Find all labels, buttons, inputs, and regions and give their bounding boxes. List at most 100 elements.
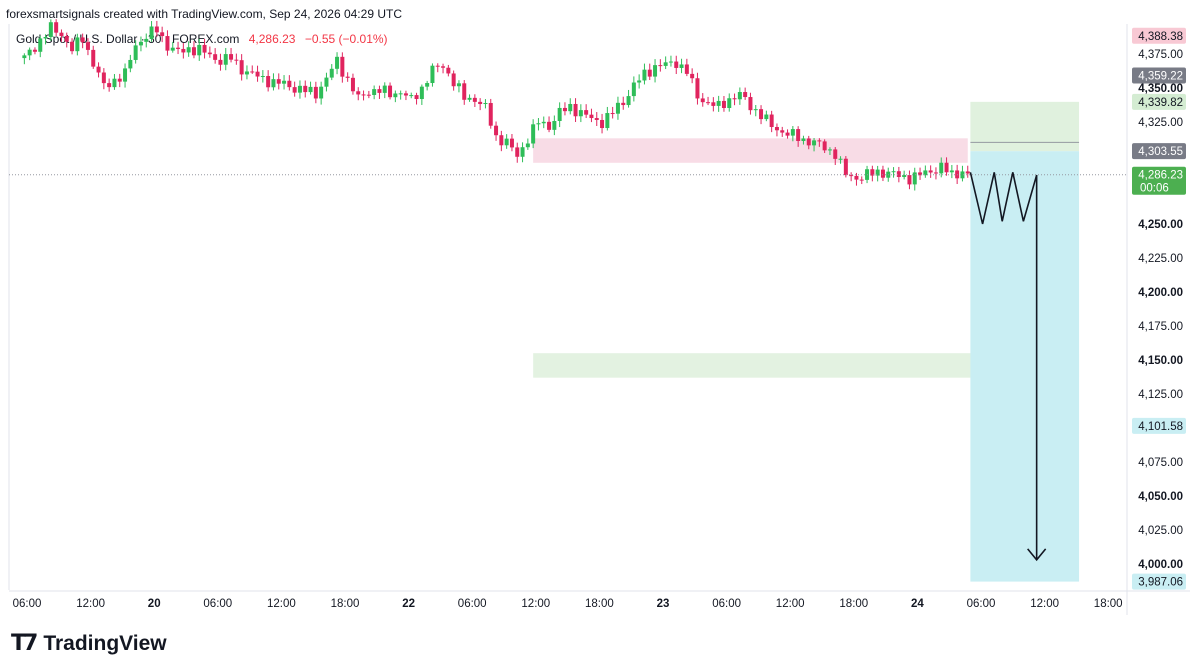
candle-body: [43, 37, 48, 39]
candle-body: [107, 83, 112, 88]
projection-path[interactable]: [969, 172, 1038, 560]
candle-body: [600, 119, 605, 129]
candle-body: [414, 95, 419, 100]
candle-body: [727, 98, 732, 108]
price-tick-label: 4,250.00: [1138, 219, 1183, 231]
price-label-badge[interactable]: [1132, 417, 1186, 434]
candle-body: [801, 138, 806, 141]
candle-body: [80, 37, 85, 43]
time-tick-label: 18:00: [585, 598, 614, 610]
candle-body: [690, 73, 695, 79]
candle-body: [32, 49, 37, 52]
candle-body: [308, 86, 313, 93]
candle-body: [817, 140, 822, 142]
price-label-badge[interactable]: [1132, 573, 1186, 590]
candle-body: [589, 114, 594, 119]
price-label-text: 4,359.22: [1138, 70, 1183, 82]
candle-body: [70, 41, 75, 52]
candle-body: [340, 56, 345, 77]
candle-body: [721, 100, 726, 108]
candle-body: [695, 78, 700, 99]
price-tick-label: 4,350.00: [1138, 83, 1183, 95]
tradingview-logo[interactable]: T7 TradingView: [11, 631, 167, 656]
candle-body: [780, 130, 785, 133]
candle-body: [456, 83, 461, 87]
candle-body: [59, 32, 64, 36]
candle-body: [536, 123, 541, 125]
candle-body: [674, 61, 679, 68]
candle-body: [637, 80, 642, 83]
position-stop-box[interactable]: [970, 101, 1080, 152]
candle-body: [393, 93, 398, 98]
candle-body: [520, 147, 525, 157]
candle-body: [467, 97, 472, 100]
price-tick-label: 4,175.00: [1138, 321, 1183, 333]
candle-body: [700, 98, 705, 103]
candle-body: [112, 78, 117, 88]
candle-body: [202, 44, 207, 53]
candle-body: [594, 118, 599, 120]
candle-body: [335, 56, 340, 69]
price-label-badge[interactable]: [1132, 67, 1186, 84]
chart-attribution: forexsmartsignals created with TradingVi…: [6, 7, 402, 21]
candle-body: [239, 60, 244, 75]
candle-body: [494, 125, 499, 136]
candle-body: [223, 54, 228, 65]
candle-body: [557, 107, 562, 121]
candle-body: [684, 64, 689, 74]
price-label-badge[interactable]: [1132, 166, 1186, 195]
candle-body: [38, 38, 43, 52]
candle-body: [472, 97, 477, 102]
price-tick-label: 4,125.00: [1138, 389, 1183, 401]
candle-body: [154, 26, 159, 33]
time-tick-label: 12:00: [521, 598, 550, 610]
candle-body: [541, 121, 546, 124]
price-tick-label: 4,225.00: [1138, 253, 1183, 265]
candle-body: [144, 38, 149, 42]
candle-body: [711, 102, 716, 106]
price-tick-label: 4,325.00: [1138, 117, 1183, 129]
candle-body: [833, 149, 838, 159]
candle-body: [499, 135, 504, 146]
candle-body: [790, 129, 795, 136]
candle-body: [918, 172, 923, 176]
candle-body: [748, 97, 753, 111]
tradingview-wordmark: TradingView: [43, 631, 167, 655]
candle-body: [287, 80, 292, 88]
zone-supply[interactable]: [533, 138, 968, 163]
candle-body: [435, 65, 440, 67]
candle-body: [531, 124, 536, 144]
candle-body: [647, 69, 652, 77]
candle-body: [218, 59, 223, 65]
countdown-label: 00:06: [1140, 183, 1169, 195]
price-label-badge[interactable]: [1132, 143, 1186, 160]
position-target-box[interactable]: [970, 151, 1080, 582]
candle-body: [27, 49, 32, 56]
candle-body: [679, 64, 684, 68]
candle-body: [552, 120, 557, 130]
candle-body: [191, 47, 196, 56]
price-label-badge[interactable]: [1132, 93, 1186, 110]
candle-body: [488, 102, 493, 126]
price-label-badge[interactable]: [1132, 27, 1186, 44]
candle-body: [573, 103, 578, 117]
candle-body: [117, 78, 122, 82]
candle-body: [621, 102, 626, 106]
candle-body: [170, 47, 175, 51]
candle-body: [923, 170, 928, 176]
tradingview-logo-icon: T7: [11, 631, 38, 656]
projection-arrowhead[interactable]: [1027, 548, 1047, 562]
candle-body: [562, 107, 567, 112]
candle-body: [451, 73, 456, 87]
candle-body: [181, 48, 186, 53]
time-tick-label: 06:00: [13, 598, 42, 610]
candle-body: [605, 113, 610, 129]
candle-body: [361, 94, 366, 96]
candle-body: [642, 69, 647, 81]
candle-body: [186, 47, 191, 53]
candle-body: [615, 102, 620, 114]
candle-body: [133, 45, 138, 60]
candle-body: [388, 85, 393, 98]
candle-body: [896, 171, 901, 177]
